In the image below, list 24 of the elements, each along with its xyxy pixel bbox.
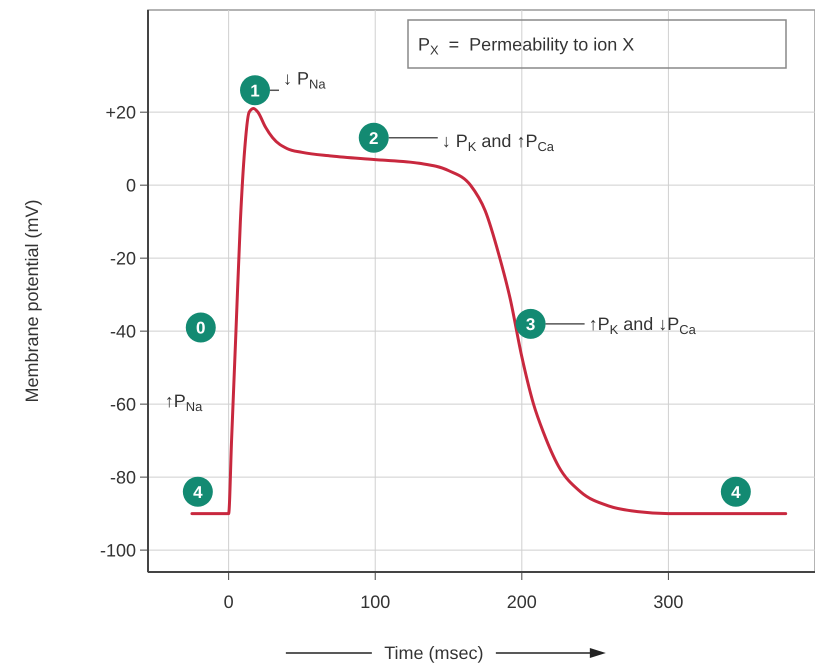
annotation: ↓ P$_{Na}$ <box>283 68 326 92</box>
annotation: 2 <box>369 128 378 148</box>
y-tick-label: -100 <box>100 540 136 560</box>
y-tick-label: -80 <box>110 467 136 488</box>
x-tick-label: 200 <box>506 592 537 612</box>
y-axis-title: Membrane potential (mV) <box>22 199 42 403</box>
annotation: 4 <box>193 482 204 502</box>
y-tick-label: -60 <box>110 394 136 414</box>
annotation: ↓ P$_{K}$ and ↑P$_{Ca}$ <box>442 131 555 154</box>
annotation: 1 <box>250 81 260 100</box>
y-tick-label: -20 <box>110 248 136 268</box>
x-tick-label: 100 <box>360 592 390 612</box>
annotation: 4 <box>731 482 742 502</box>
y-tick-label: 0 <box>126 175 136 196</box>
annotation: ↑P$_{K}$ and ↓P$_{Ca}$ <box>588 314 697 338</box>
annotation: 3 <box>526 314 536 334</box>
x-axis-title: Time (msec) <box>384 643 484 663</box>
annotation: P$_{X}$ = Permeability to ion X <box>418 34 634 58</box>
x-tick-label: 300 <box>653 592 684 612</box>
annotation: ↑P$_{Na}$ <box>164 390 204 414</box>
y-tick-label: +20 <box>105 102 136 122</box>
annotation: 0 <box>196 318 206 338</box>
x-tick-label: 0 <box>224 592 234 612</box>
y-tick-label: -40 <box>110 321 136 342</box>
